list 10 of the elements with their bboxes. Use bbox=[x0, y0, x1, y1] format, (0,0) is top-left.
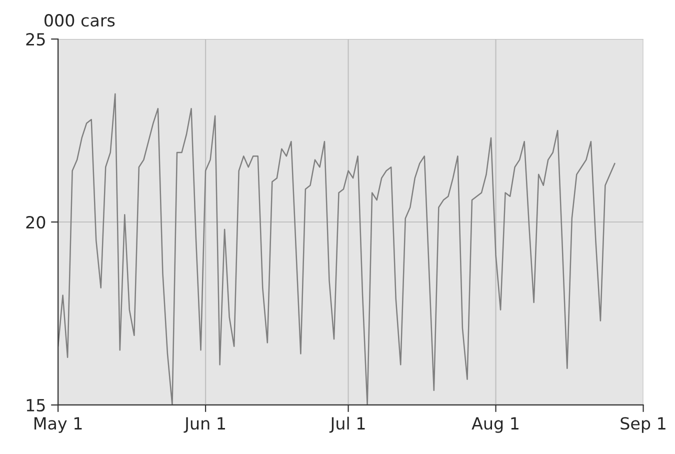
line-series bbox=[58, 93, 616, 405]
x-tick-label: Jul 1 bbox=[329, 416, 365, 433]
y-axis-title: 000 cars bbox=[44, 14, 115, 27]
x-tick-label: Sep 1 bbox=[620, 417, 666, 433]
y-tick-label: 15 bbox=[26, 399, 45, 412]
y-tick-label: 25 bbox=[26, 33, 45, 46]
x-tick-label: Aug 1 bbox=[472, 417, 518, 433]
x-tick-label: Jun 1 bbox=[184, 417, 225, 433]
x-tick-label: May 1 bbox=[34, 417, 82, 433]
y-tick-label: 20 bbox=[26, 216, 46, 229]
